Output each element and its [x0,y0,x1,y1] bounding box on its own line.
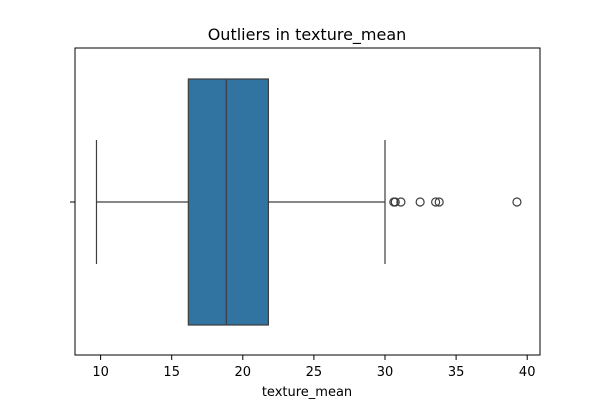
x-tick-label: 30 [377,365,394,380]
outlier-point [396,197,406,207]
x-tick-label: 35 [448,365,465,380]
x-tick-label: 10 [92,365,109,380]
x-axis-ticks: 10 15 20 25 30 35 40 [92,355,535,380]
x-tick-label: 15 [163,365,180,380]
iqr-box [187,78,269,326]
outlier-point [434,197,444,207]
chart-title: Outliers in texture_mean [208,25,407,45]
x-tick-label: 25 [306,365,323,380]
outlier-point [390,197,400,207]
x-tick-label: 20 [235,365,252,380]
outlier-point [431,197,441,207]
x-tick-label: 40 [519,365,536,380]
x-axis-label: texture_mean [262,385,352,400]
outlier-point [415,197,425,207]
outlier-point [512,197,522,207]
chart-marks [95,78,522,326]
